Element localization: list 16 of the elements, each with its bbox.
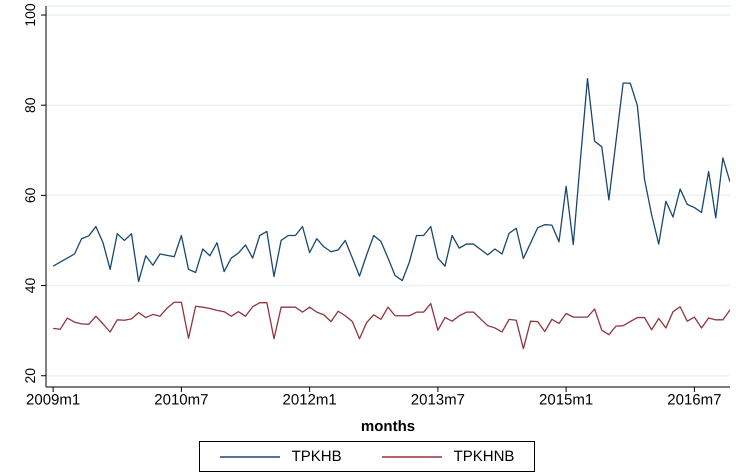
legend-label: TPKHNB bbox=[454, 448, 514, 465]
x-tick-label: 2012m1 bbox=[282, 392, 337, 409]
line-series bbox=[52, 302, 730, 350]
y-tick-label: 20 bbox=[22, 368, 38, 384]
x-tick-label: 2013m7 bbox=[410, 392, 465, 409]
x-tick-label: 2016m7 bbox=[667, 392, 722, 409]
y-tick-label: 100 bbox=[22, 3, 38, 27]
x-tick-label: 2015m1 bbox=[539, 392, 594, 409]
y-tick-label: 40 bbox=[22, 278, 38, 294]
legend-label: TPKHB bbox=[292, 448, 342, 465]
x-tick-label: 2010m7 bbox=[154, 392, 208, 409]
line-series bbox=[52, 78, 730, 282]
y-tick-label: 60 bbox=[22, 187, 38, 204]
y-tick-label: 80 bbox=[22, 97, 38, 113]
x-axis-title: months bbox=[360, 418, 416, 435]
x-tick-label: 2009m1 bbox=[26, 392, 80, 409]
